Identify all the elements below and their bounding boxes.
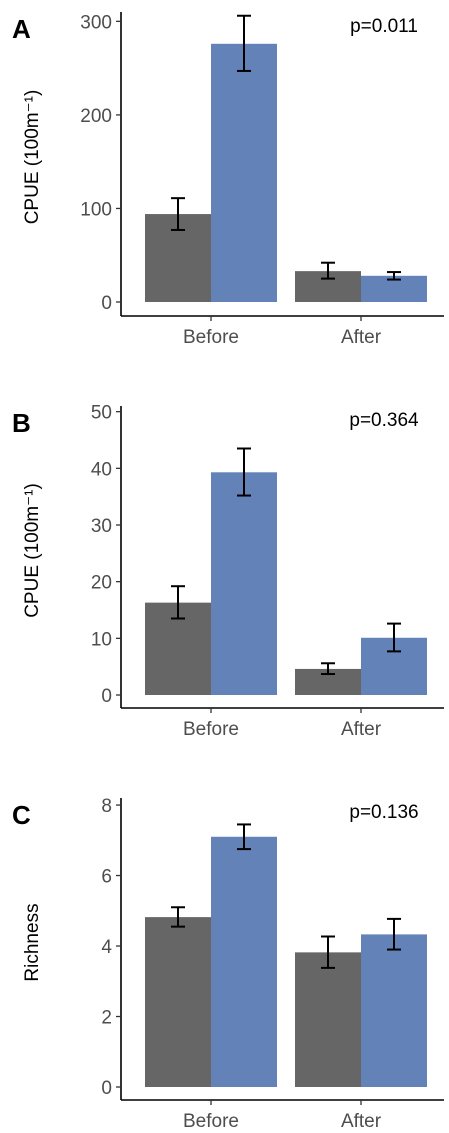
y-tick-label: 20: [91, 573, 112, 594]
x-tick-label-before: Before: [183, 1111, 239, 1132]
x-tick-label-after: After: [341, 719, 382, 740]
y-tick-label: 0: [101, 686, 112, 707]
error-bar-after-series-2: [387, 917, 401, 951]
y-tick-label: 0: [101, 1078, 112, 1099]
x-tick-label-after: After: [341, 327, 382, 348]
y-tick-label: 300: [80, 12, 112, 33]
p-value-annotation: p=0.011: [350, 16, 418, 37]
error-bar-after-series-1: [321, 662, 335, 676]
p-value-annotation: p=0.136: [349, 802, 418, 823]
error-bar-after-series-2: [387, 271, 401, 281]
panel-a: A CPUE (100m⁻¹) 0 100 200 300 Before After p=0.0…: [12, 12, 444, 348]
y-tick-label: 40: [91, 459, 112, 480]
bar-before-series-2: [211, 43, 277, 302]
y-tick-label: 100: [80, 199, 112, 220]
bar-after-series-1: [295, 952, 361, 1087]
bar-before-series-2: [211, 472, 277, 695]
y-axis-title: CPUE (100m⁻¹): [22, 483, 43, 618]
error-bar-before-series-2: [237, 14, 251, 72]
x-tick-label-before: Before: [183, 327, 239, 348]
panel-letter: A: [12, 14, 31, 44]
error-bar-after-series-1: [321, 261, 335, 280]
bar-before-series-2: [211, 836, 277, 1087]
error-bar-before-series-1: [171, 906, 185, 928]
error-bar-before-series-2: [237, 823, 251, 851]
error-bar-after-series-2: [387, 622, 401, 653]
panel-letter: B: [12, 408, 31, 438]
panel-c: C Richness 0 2 4 6 8 Before After p=0.136: [12, 796, 444, 1132]
y-tick-label: 6: [101, 867, 112, 888]
bar-before-series-1: [145, 917, 211, 1087]
y-tick-label: 8: [101, 796, 112, 817]
error-bar-before-series-1: [171, 585, 185, 620]
y-tick-label: 0: [101, 293, 112, 314]
bar-after-series-2: [361, 934, 427, 1087]
error-bar-after-series-1: [321, 935, 335, 969]
panel-letter: C: [12, 800, 31, 830]
y-tick-label: 10: [91, 629, 112, 650]
panel-b: B CPUE (100m⁻¹) 0 10 20 30 40 50 Before After p=0.…: [12, 403, 444, 740]
y-tick-label: 30: [91, 516, 112, 537]
error-bar-before-series-2: [237, 447, 251, 497]
x-tick-label-after: After: [341, 1111, 382, 1132]
y-tick-label: 200: [80, 106, 112, 127]
error-bar-before-series-1: [171, 197, 185, 231]
y-axis-title: CPUE (100m⁻¹): [22, 90, 43, 225]
y-tick-label: 2: [101, 1008, 112, 1029]
y-axis-title: Richness: [22, 903, 43, 981]
y-tick-label: 4: [101, 937, 112, 958]
p-value-annotation: p=0.364: [349, 410, 419, 431]
y-tick-label: 50: [91, 403, 112, 424]
x-tick-label-before: Before: [183, 719, 239, 740]
